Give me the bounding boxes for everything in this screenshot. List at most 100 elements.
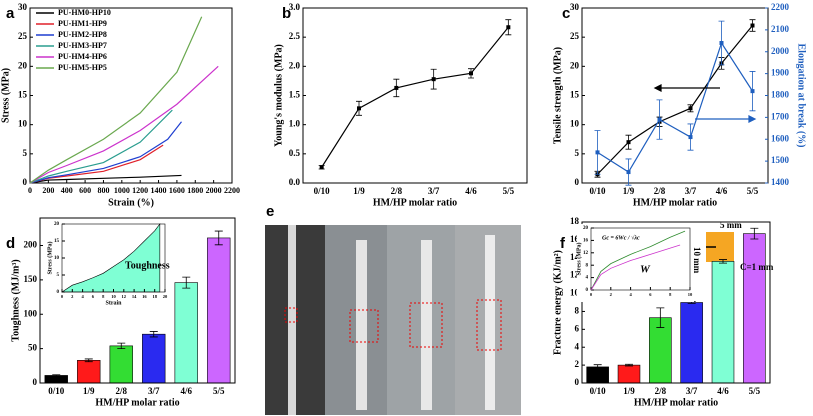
legend-label: PU-HM3-HP7: [58, 41, 107, 50]
y-tick-label: 30: [18, 2, 28, 12]
panel-label: d: [6, 235, 15, 252]
marker: [719, 41, 724, 45]
x-tick-label: 4: [81, 294, 84, 299]
marker: [688, 135, 693, 140]
x-tick-label: 3/7: [428, 186, 440, 196]
x-tick-label: 2: [71, 294, 74, 299]
y-tick-label: 25: [570, 31, 580, 41]
x-tick-label: 4/6: [180, 386, 192, 396]
y2-tick-label: 1700: [771, 111, 790, 121]
inset-background: [577, 224, 694, 302]
x-axis-title: HM/HP molar ratio: [633, 197, 717, 208]
y-axis-title: Tensile strength (MPa): [552, 47, 563, 144]
annotation: C=1 mm: [740, 262, 774, 272]
photo: e: [265, 203, 521, 415]
marker: [688, 106, 693, 111]
y-tick-label: 0: [586, 288, 589, 293]
panel-label: f: [560, 235, 566, 252]
y-tick-label: 0: [575, 377, 580, 387]
x-tick-label: 2200: [224, 186, 240, 195]
plot-frame: [581, 7, 769, 184]
y-tick-label: 8: [575, 306, 580, 316]
bar: [142, 333, 166, 384]
annotation: 10 mm: [692, 247, 702, 274]
y2-tick-label: 1800: [771, 90, 790, 100]
x-tick-label: 1200: [132, 186, 148, 195]
error-bar: [593, 364, 602, 370]
x-tick-label: 2: [610, 292, 613, 297]
error-bar: [214, 230, 223, 246]
x-tick-label: 18: [152, 294, 157, 299]
x-tick-label: 6: [649, 292, 652, 297]
bar: [680, 302, 703, 384]
plot-frame: [581, 221, 771, 384]
marker: [394, 85, 399, 90]
arrow: [653, 84, 720, 92]
y-axis-title: Young's modulus (MPa): [273, 44, 284, 147]
y-tick-label: 4: [575, 341, 580, 351]
y-axis-title: Stress (MPa): [575, 242, 582, 275]
y-tick-label: 20: [583, 226, 589, 231]
y-tick-label: 20: [18, 60, 28, 70]
y2-tick-label: 2100: [771, 24, 790, 34]
x-tick-label: 3/7: [148, 386, 160, 396]
x-tick-label: 12: [122, 294, 127, 299]
y-tick-label: 5: [57, 273, 60, 278]
marker: [357, 106, 361, 111]
x-tick-label: 10: [688, 292, 693, 297]
y-tick-label: 25: [18, 31, 28, 41]
x-tick-label: 1/9: [83, 386, 95, 396]
crack-box: [284, 307, 298, 323]
y-tick-label: 0: [57, 290, 60, 295]
series-line: [29, 121, 182, 184]
y2-tick-label: 2000: [771, 46, 790, 56]
y-tick-label: 2.0: [289, 60, 301, 70]
x-tick-label: 6: [92, 294, 95, 299]
specimen: [485, 235, 495, 410]
y-axis-title: Stress (MPa): [0, 68, 11, 123]
y-tick-label: 12: [570, 270, 580, 280]
y2-tick-label: 2200: [771, 2, 790, 12]
marker: [469, 71, 473, 76]
x-tick-label: 5/5: [213, 386, 225, 396]
error-bar: [719, 259, 727, 264]
x-tick-label: 4/6: [717, 386, 729, 396]
x-tick-label: 600: [79, 186, 91, 195]
y-tick-label: 150: [24, 274, 38, 284]
bar: [617, 364, 641, 384]
bar: [44, 375, 68, 384]
x-tick-label: 1000: [114, 186, 130, 195]
x-tick-label: 3/7: [685, 186, 697, 196]
legend-label: PU-HM5-HP5: [58, 63, 107, 72]
series-line: [29, 174, 182, 184]
x-tick-label: 10: [111, 294, 116, 299]
x-tick-label: 0: [61, 294, 64, 299]
x-tick-label: 200: [42, 186, 54, 195]
marker: [431, 77, 436, 82]
annotation: Gc = 6Wc / √λc: [602, 234, 640, 241]
x-tick-label: 8: [669, 292, 672, 297]
y-tick-label: 20: [570, 60, 580, 70]
marker: [750, 23, 755, 28]
specimen-sketch: [706, 232, 734, 262]
marker: [595, 150, 600, 155]
bar: [174, 282, 198, 384]
y-tick-label: 2.5: [289, 31, 301, 41]
marker: [750, 89, 755, 94]
panel-label: e: [266, 203, 274, 220]
x-tick-label: 800: [97, 186, 109, 195]
x-tick-label: 1400: [151, 186, 167, 195]
marker: [626, 170, 631, 175]
x-tick-label: 4: [629, 292, 632, 297]
x-tick-label: 4/6: [465, 186, 477, 196]
y-tick-label: 2: [575, 359, 580, 369]
annotation: W: [640, 264, 651, 276]
series-line: [597, 41, 754, 173]
panel-label: c: [562, 5, 570, 22]
error-bar: [84, 358, 93, 363]
y-tick-label: 10: [570, 119, 580, 129]
y-tick-label: 0: [23, 177, 28, 187]
x-tick-label: 20: [163, 294, 168, 299]
error-bar: [182, 276, 191, 289]
x-tick-label: 0: [590, 292, 593, 297]
